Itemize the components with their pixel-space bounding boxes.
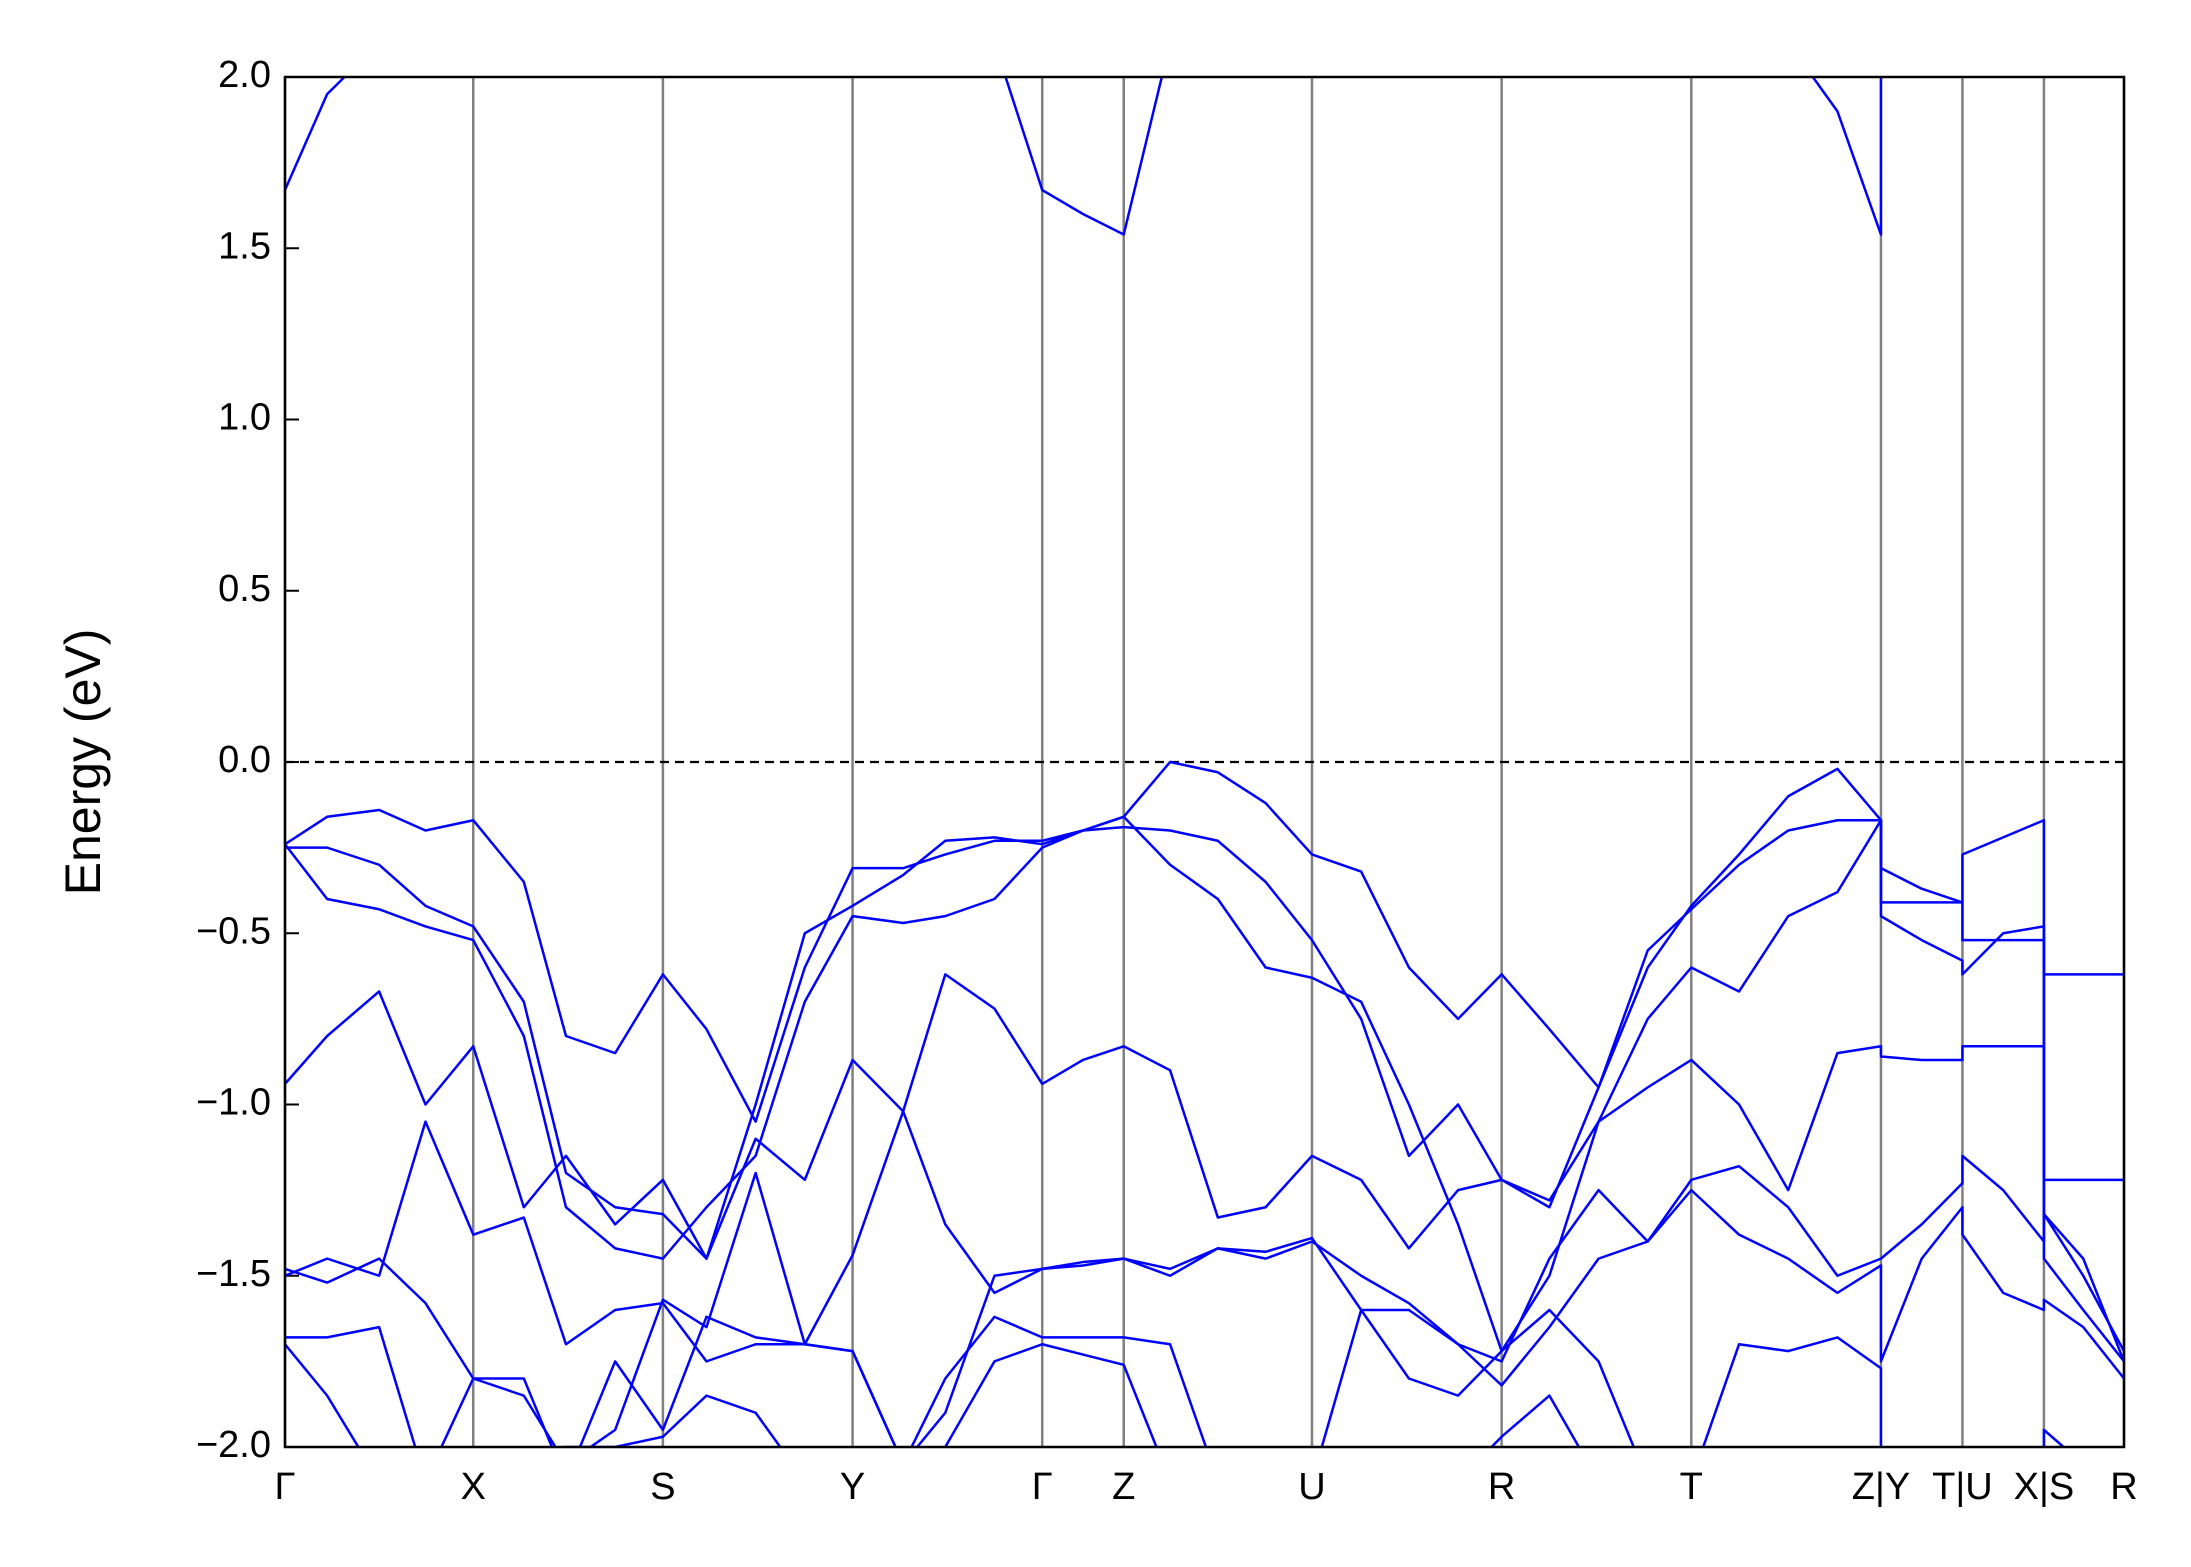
band bbox=[285, 818, 2124, 1260]
band bbox=[285, 815, 2124, 1353]
band bbox=[285, 1120, 2124, 1447]
x-tick-label: R bbox=[2110, 1466, 2137, 1508]
band bbox=[285, 1343, 1581, 1447]
plot-frame bbox=[283, 75, 2126, 1449]
band bbox=[285, 1110, 2124, 1447]
y-tick-label: 0.0 bbox=[218, 739, 271, 781]
band bbox=[285, 1308, 2124, 1447]
x-tick-label: U bbox=[1298, 1466, 1325, 1508]
band bbox=[285, 77, 1883, 236]
y-tick-label: 1.5 bbox=[218, 225, 271, 267]
x-tick-label: Γ bbox=[1032, 1466, 1053, 1508]
band bbox=[285, 760, 2124, 1123]
y-tick-label: 0.5 bbox=[218, 568, 271, 610]
x-tick-label: Y bbox=[840, 1466, 865, 1508]
x-tick-label: X|S bbox=[2014, 1466, 2075, 1508]
x-tick-label: Γ bbox=[275, 1466, 296, 1508]
x-tick-label: T bbox=[1680, 1466, 1703, 1508]
y-tick-label: −1.5 bbox=[196, 1253, 271, 1295]
band bbox=[285, 973, 2124, 1363]
x-tick-label: Z bbox=[1112, 1466, 1135, 1508]
x-tick-label: S bbox=[650, 1466, 675, 1508]
x-tick-label: T|U bbox=[1932, 1466, 1993, 1508]
y-tick-label: −1.0 bbox=[196, 1082, 271, 1124]
y-axis-label: Energy (eV) bbox=[55, 629, 111, 896]
x-tick-label: R bbox=[1488, 1466, 1515, 1508]
y-tick-label: 2.0 bbox=[218, 54, 271, 96]
y-tick-label: −2.0 bbox=[196, 1424, 271, 1466]
y-tick-label: −0.5 bbox=[196, 910, 271, 952]
x-tick-label: X bbox=[461, 1466, 486, 1508]
y-tick-label: 1.0 bbox=[218, 397, 271, 439]
x-tick-label: Z|Y bbox=[1852, 1466, 1910, 1508]
